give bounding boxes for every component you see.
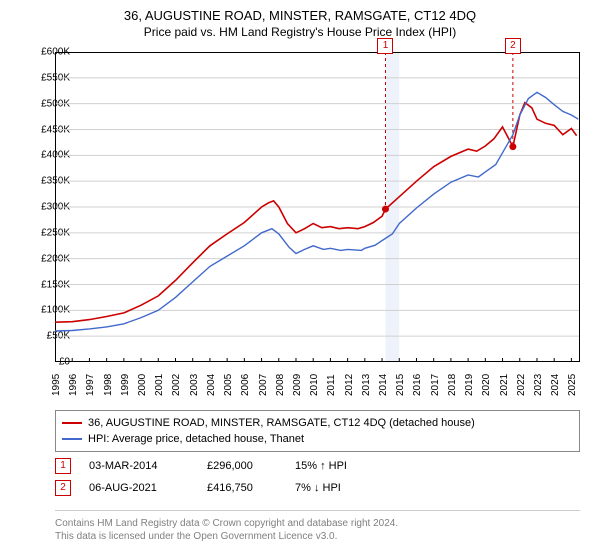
x-tick-label: 2006: [240, 374, 251, 396]
x-tick-label: 2020: [481, 374, 492, 396]
sale-price: £296,000: [207, 455, 277, 477]
sale-date: 03-MAR-2014: [89, 455, 189, 477]
footer-line1: Contains HM Land Registry data © Crown c…: [55, 517, 580, 530]
sale-diff: 7% ↓ HPI: [295, 477, 375, 499]
x-tick-label: 2024: [550, 374, 561, 396]
x-tick-label: 1999: [120, 374, 131, 396]
x-tick-label: 2014: [378, 374, 389, 396]
x-tick-label: 2003: [189, 374, 200, 396]
x-tick-label: 2017: [430, 374, 441, 396]
plot-svg: [55, 52, 580, 362]
legend-swatch: [62, 438, 82, 440]
footer-line2: This data is licensed under the Open Gov…: [55, 530, 580, 543]
plot-area: [55, 52, 580, 362]
x-tick-label: 2005: [223, 374, 234, 396]
legend-label: HPI: Average price, detached house, Than…: [88, 431, 304, 447]
x-tick-label: 1996: [68, 374, 79, 396]
x-tick-label: 2011: [326, 374, 337, 396]
x-tick-label: 2008: [275, 374, 286, 396]
sale-marker: 1: [55, 458, 71, 474]
x-tick-label: 2022: [516, 374, 527, 396]
legend-item: HPI: Average price, detached house, Than…: [62, 431, 573, 447]
legend-swatch: [62, 422, 82, 424]
sale-marker: 2: [55, 480, 71, 496]
x-tick-label: 2015: [395, 374, 406, 396]
x-axis-labels: 1995199619971998199920002001200220032004…: [55, 364, 580, 404]
x-tick-label: 2007: [258, 374, 269, 396]
sale-date: 06-AUG-2021: [89, 477, 189, 499]
marker-label: 2: [505, 38, 521, 54]
x-tick-label: 2023: [533, 374, 544, 396]
x-tick-label: 2002: [171, 374, 182, 396]
subtitle: Price paid vs. HM Land Registry's House …: [0, 25, 600, 39]
x-tick-label: 2010: [309, 374, 320, 396]
x-tick-label: 2025: [567, 374, 578, 396]
x-tick-label: 2009: [292, 374, 303, 396]
marker-label: 1: [377, 38, 393, 54]
legend: 36, AUGUSTINE ROAD, MINSTER, RAMSGATE, C…: [55, 410, 580, 452]
title: 36, AUGUSTINE ROAD, MINSTER, RAMSGATE, C…: [0, 0, 600, 23]
x-tick-label: 1998: [103, 374, 114, 396]
x-tick-label: 2000: [137, 374, 148, 396]
sale-diff: 15% ↑ HPI: [295, 455, 375, 477]
sale-row: 2 06-AUG-2021 £416,750 7% ↓ HPI: [55, 477, 580, 499]
x-tick-label: 2021: [499, 374, 510, 396]
legend-label: 36, AUGUSTINE ROAD, MINSTER, RAMSGATE, C…: [88, 415, 475, 431]
x-tick-label: 1995: [51, 374, 62, 396]
x-tick-label: 2016: [412, 374, 423, 396]
x-tick-label: 2004: [206, 374, 217, 396]
x-tick-label: 2013: [361, 374, 372, 396]
sale-price: £416,750: [207, 477, 277, 499]
legend-item: 36, AUGUSTINE ROAD, MINSTER, RAMSGATE, C…: [62, 415, 573, 431]
x-tick-label: 2012: [344, 374, 355, 396]
x-tick-label: 2001: [154, 374, 165, 396]
sales-table: 1 03-MAR-2014 £296,000 15% ↑ HPI 2 06-AUG-202…: [55, 455, 580, 499]
x-tick-label: 2019: [464, 374, 475, 396]
footer: Contains HM Land Registry data © Crown c…: [55, 510, 580, 543]
x-tick-label: 1997: [85, 374, 96, 396]
x-tick-label: 2018: [447, 374, 458, 396]
sale-row: 1 03-MAR-2014 £296,000 15% ↑ HPI: [55, 455, 580, 477]
chart-container: 36, AUGUSTINE ROAD, MINSTER, RAMSGATE, C…: [0, 0, 600, 560]
